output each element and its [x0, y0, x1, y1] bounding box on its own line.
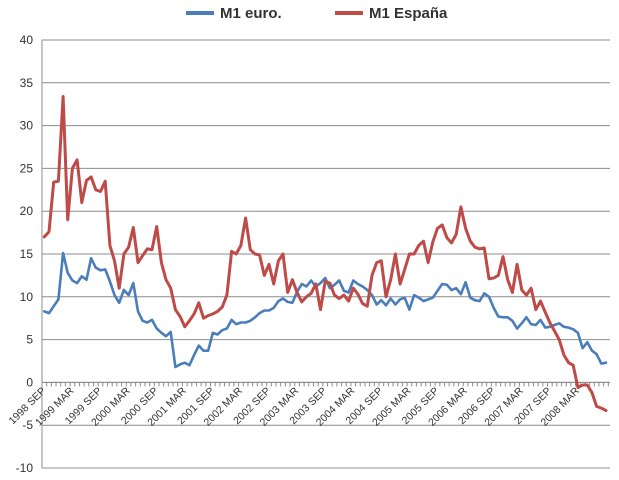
y-tick-label: -10 [16, 461, 34, 475]
y-tick-label: 35 [20, 76, 34, 90]
legend-swatch-m1-euro [186, 11, 214, 15]
legend-item-m1-espana: M1 España [335, 2, 447, 24]
legend-swatch-m1-espana [335, 11, 363, 15]
y-tick-label: 20 [20, 204, 34, 218]
y-tick-label: 0 [26, 375, 33, 389]
y-tick-label: 15 [20, 247, 34, 261]
series-line-m1-espana [42, 95, 608, 413]
legend-item-m1-euro: M1 euro. [186, 2, 282, 24]
legend-label-m1-euro: M1 euro. [220, 4, 282, 22]
y-tick-label: 40 [20, 33, 34, 47]
y-tick-label: 30 [20, 119, 34, 133]
legend-label-m1-espana: M1 España [369, 4, 448, 22]
y-tick-label: 10 [20, 290, 34, 304]
y-tick-label: 5 [26, 333, 33, 347]
legend: M1 euro. M1 España [0, 2, 619, 24]
y-tick-label: -5 [22, 418, 33, 432]
series-line-m1-euro [42, 251, 608, 369]
y-tick-label: 25 [20, 161, 34, 175]
